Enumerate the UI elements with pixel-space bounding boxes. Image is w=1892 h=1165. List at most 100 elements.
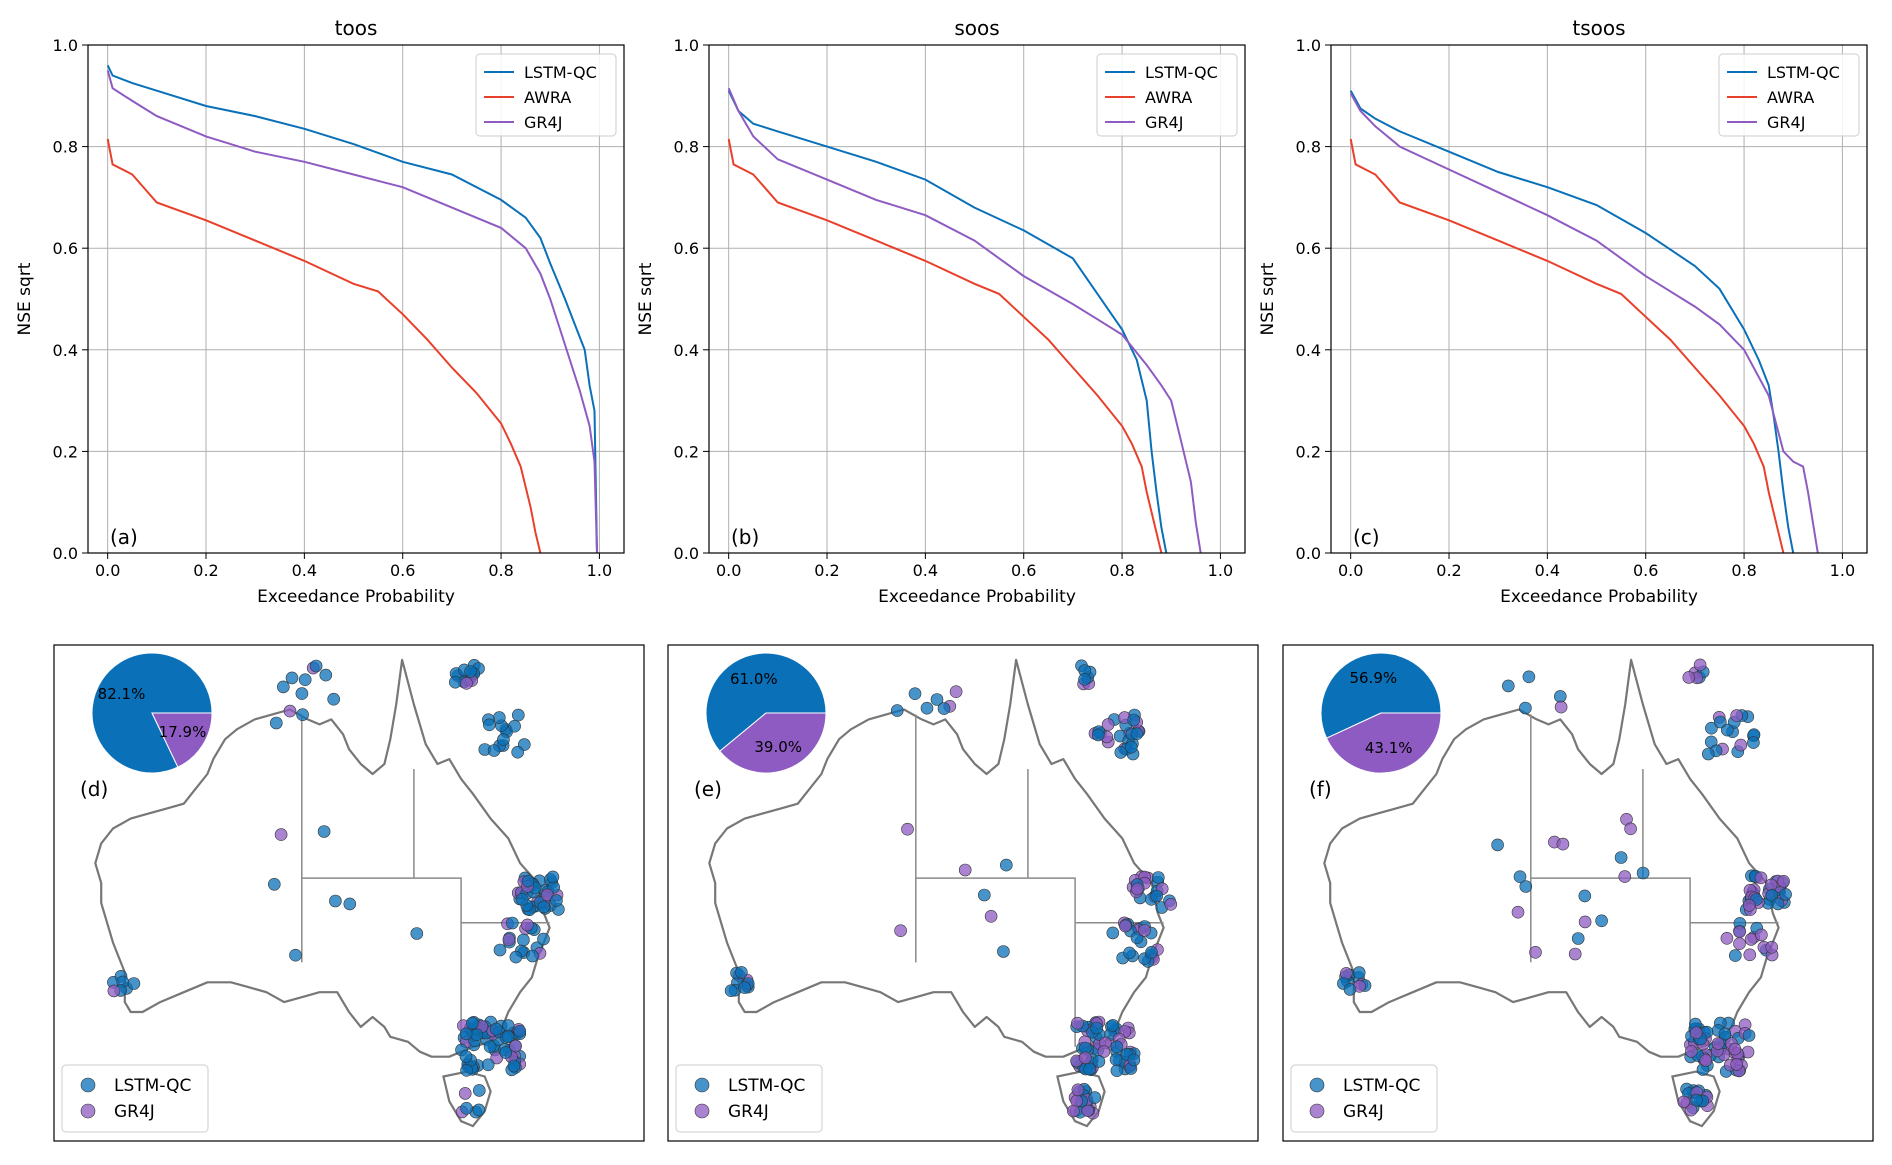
map-legend: LSTM-QC GR4J <box>61 1064 209 1133</box>
site-marker-lstm <box>317 825 331 838</box>
site-marker-gr4j <box>1624 822 1637 836</box>
site-marker-gr4j <box>107 984 121 998</box>
series-line-awra <box>1349 138 1785 553</box>
series-line-lstm-qc <box>106 64 598 553</box>
site-marker-gr4j <box>1684 1103 1698 1117</box>
legend-box <box>61 1064 209 1133</box>
site-marker-lstm <box>537 932 550 946</box>
y-tick-label: 0.2 <box>1296 442 1321 461</box>
site-marker-lstm <box>1078 672 1091 686</box>
site-marker-gr4j <box>1755 928 1768 942</box>
site-marker-gr4j <box>1690 1026 1703 1039</box>
site-marker-lstm <box>459 1050 473 1063</box>
australia-coastline <box>1323 658 1780 1058</box>
site-marker-lstm <box>977 888 991 902</box>
site-marker-lstm <box>497 733 510 746</box>
x-tick-label: 0.6 <box>1633 561 1658 580</box>
x-tick-label: 0.2 <box>814 561 839 580</box>
site-marker-gr4j <box>1754 871 1768 885</box>
line-chart-soos: 0.0 0.2 0.4 0.6 0.8 1.0 0.0 0.2 0.4 0.6 0.8 1.0 soos… <box>636 16 1246 607</box>
site-marker-lstm <box>460 1102 473 1115</box>
y-tick-label: 0.0 <box>674 544 699 563</box>
site-marker-lstm <box>1090 1021 1103 1035</box>
site-marker-lstm <box>1779 888 1792 901</box>
site-marker-lstm <box>483 1040 497 1053</box>
plot-frame <box>708 44 1246 554</box>
site-marker-lstm <box>289 948 302 962</box>
site-marker-lstm <box>285 671 299 685</box>
map-panel-e: 61.0% 39.0% (e) LSTM-QC GR4J <box>667 644 1259 1142</box>
site-marker-gr4j <box>283 704 297 718</box>
site-marker-lstm <box>489 1022 503 1036</box>
line-chart-toos: 0.0 0.2 0.4 0.6 0.8 1.0 0.0 0.2 0.4 0.6 0.8 1.0 toos… <box>15 16 625 607</box>
legend-label: AWRA <box>524 88 571 107</box>
site-marker-lstm <box>1110 1040 1124 1054</box>
site-marker-lstm <box>511 708 525 722</box>
pie-label: 56.9% <box>1349 669 1397 687</box>
site-marker-gr4j <box>1730 1058 1743 1071</box>
map-panel-d: 82.1% 17.9% (d) LSTM-QC GR4J <box>53 644 645 1142</box>
site-marker-lstm <box>296 708 309 722</box>
site-marker-lstm <box>459 1027 473 1041</box>
site-marker-lstm <box>1123 946 1136 960</box>
x-tick-label: 0.0 <box>1338 561 1363 580</box>
panel-label: (a) <box>110 525 138 549</box>
site-marker-gr4j <box>1618 870 1632 883</box>
pie-label: 17.9% <box>159 723 207 741</box>
legend-marker-gr4j <box>694 1103 710 1119</box>
site-marker-lstm <box>550 894 563 907</box>
pie-slice-gr4j <box>719 712 827 774</box>
site-marker-lstm <box>908 687 922 701</box>
site-marker-lstm <box>327 692 341 706</box>
y-tick-label: 1.0 <box>674 36 699 55</box>
site-marker-lstm <box>735 966 748 979</box>
site-marker-lstm <box>1718 1027 1732 1041</box>
site-marker-gr4j <box>901 822 914 836</box>
y-tick-label: 0.6 <box>1296 239 1321 258</box>
site-marker-lstm <box>508 719 521 733</box>
site-marker-gr4j <box>1138 924 1151 937</box>
pie-slice-lstm <box>1320 652 1442 739</box>
site-marker-gr4j <box>521 918 534 932</box>
site-marker-lstm <box>472 1103 486 1117</box>
site-marker-gr4j <box>1730 709 1743 722</box>
legend-label: GR4J <box>114 1102 155 1122</box>
site-marker-gr4j <box>1067 1104 1080 1118</box>
x-axis-label: Exceedance Probability <box>878 587 1076 607</box>
y-tick-label: 0.4 <box>1296 341 1321 360</box>
state-border <box>413 877 462 1047</box>
legend-label: LSTM-QC <box>114 1076 191 1096</box>
y-tick-label: 1.0 <box>1296 36 1321 55</box>
site-marker-lstm <box>1702 747 1715 761</box>
x-tick-label: 0.6 <box>1011 561 1036 580</box>
site-marker-gr4j <box>1529 945 1542 959</box>
site-marker-lstm <box>515 892 529 906</box>
legend-label: GR4J <box>524 113 562 132</box>
legend: LSTM-QC AWRA GR4J <box>1718 53 1860 137</box>
site-marker-lstm <box>499 1046 513 1059</box>
site-marker-gr4j <box>1568 947 1582 961</box>
site-marker-lstm <box>890 704 904 717</box>
site-marker-lstm <box>470 1028 484 1041</box>
site-marker-lstm <box>329 894 342 908</box>
map-panel-f: 56.9% 43.1% (f) LSTM-QC GR4J <box>1282 644 1874 1142</box>
y-tick-label: 0.6 <box>674 239 699 258</box>
site-marker-gr4j <box>1693 658 1707 672</box>
site-marker-lstm <box>1742 1029 1756 1042</box>
site-marker-lstm <box>1125 740 1138 754</box>
site-marker-lstm <box>487 744 501 757</box>
site-marker-lstm <box>267 877 281 891</box>
site-marker-lstm <box>1127 713 1140 727</box>
series-line-gr4j <box>727 87 1202 553</box>
series-line-lstm-qc <box>727 90 1168 553</box>
pie-label: 43.1% <box>1365 739 1413 757</box>
plot-frame <box>87 44 625 554</box>
pie-label: 39.0% <box>754 738 802 756</box>
y-tick-label: 0.0 <box>1296 544 1321 563</box>
y-tick-label: 0.6 <box>53 239 78 258</box>
site-marker-gr4j <box>540 888 554 902</box>
site-marker-gr4j <box>460 676 473 690</box>
legend-box <box>1096 53 1238 137</box>
site-marker-lstm <box>1145 945 1158 959</box>
